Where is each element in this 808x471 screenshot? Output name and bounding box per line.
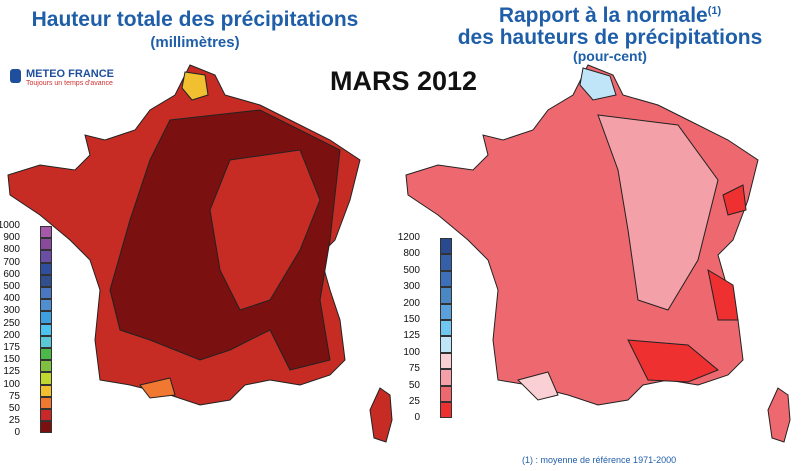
legend-label: 500 xyxy=(403,264,420,276)
legend-label: 175 xyxy=(3,342,20,353)
very-dry-region xyxy=(722,184,747,216)
legend-swatch xyxy=(40,250,52,263)
legend-swatch xyxy=(40,299,52,312)
logo-name: METEO FRANCE xyxy=(26,68,114,80)
legend-swatch xyxy=(440,287,452,304)
legend-swatch xyxy=(440,320,452,337)
legend-swatch xyxy=(440,352,452,370)
legend-swatch xyxy=(440,254,452,271)
logo-slogan: Toujours un temps d'avance xyxy=(26,80,113,87)
region xyxy=(597,114,719,311)
legend-label: 400 xyxy=(3,293,20,305)
legend-swatch xyxy=(440,369,452,386)
legend-label: 300 xyxy=(3,305,20,317)
legend-label: 1000 xyxy=(0,220,20,231)
legend-swatch xyxy=(40,311,52,324)
very-dry-region xyxy=(707,268,739,321)
logo-icon xyxy=(10,69,21,83)
legend-swatch xyxy=(440,385,452,402)
legend-swatch xyxy=(40,226,52,239)
legend-label: 150 xyxy=(3,354,20,366)
legend-label: 75 xyxy=(8,390,20,402)
legend-swatch xyxy=(40,287,52,300)
legend-swatch xyxy=(440,238,452,255)
legend-label: 800 xyxy=(403,248,420,260)
region xyxy=(139,377,176,399)
legend-swatch xyxy=(40,360,52,373)
high-precip-north xyxy=(181,71,209,101)
legend-label: 1200 xyxy=(397,232,420,243)
legend-label: 25 xyxy=(408,396,420,407)
region xyxy=(209,149,321,311)
legend-swatch xyxy=(40,335,52,348)
legend-label: 150 xyxy=(403,314,420,325)
legend-label: 50 xyxy=(408,379,420,391)
footnote: (1) : moyenne de référence 1971-2000 xyxy=(522,455,677,465)
right-map-title: Rapport à la normale(1) xyxy=(440,4,780,28)
legend-swatch xyxy=(40,409,52,422)
precipitation-map xyxy=(7,64,393,443)
legend-label: 125 xyxy=(403,330,420,342)
right-map-title-line2: des hauteurs de précipitations xyxy=(457,26,763,49)
very-dry-region xyxy=(627,339,719,383)
legend-swatch xyxy=(40,396,52,409)
left-map-subtitle: (millimètres) xyxy=(150,34,240,51)
legend-label: 700 xyxy=(3,256,20,268)
legend-label: 800 xyxy=(3,244,20,256)
above-normal-north xyxy=(579,67,617,101)
legend-label: 100 xyxy=(3,378,20,390)
legend-label: 900 xyxy=(3,232,20,244)
legend-swatch xyxy=(440,270,452,288)
legend-swatch xyxy=(440,336,452,353)
legend-label: 125 xyxy=(3,366,20,378)
legend-label: 100 xyxy=(403,346,420,358)
month-label: MARS 2012 xyxy=(330,66,478,96)
legend-swatch xyxy=(40,421,52,434)
ratio-map xyxy=(405,64,791,443)
legend-label: 0 xyxy=(414,412,420,424)
legend-swatch xyxy=(40,274,52,287)
legend-label: 300 xyxy=(403,281,420,293)
legend-swatch xyxy=(40,348,52,361)
legend-swatch xyxy=(440,303,452,320)
legend-swatch xyxy=(40,262,52,275)
footnote-marker: (1) xyxy=(707,5,722,17)
legend-swatch xyxy=(40,372,52,385)
right-title-text: Rapport à la normale xyxy=(498,4,708,27)
legend-label: 50 xyxy=(8,403,20,414)
legend-label: 25 xyxy=(8,415,20,427)
legend-label: 250 xyxy=(3,317,20,329)
legend-swatch xyxy=(440,402,452,419)
legend-label: 75 xyxy=(408,363,420,375)
right-map-subtitle: (pour-cent) xyxy=(573,48,647,64)
legend-swatch xyxy=(40,323,52,336)
legend-label: 0 xyxy=(14,427,20,439)
left-map-title: Hauteur totale des précipitations xyxy=(31,8,359,31)
region xyxy=(517,371,559,401)
legend-swatch xyxy=(40,384,52,397)
legend-label: 200 xyxy=(3,329,20,341)
legend-label: 500 xyxy=(3,281,20,292)
legend-swatch xyxy=(40,238,52,251)
legend-label: 600 xyxy=(3,268,20,280)
legend-label: 200 xyxy=(403,297,420,309)
